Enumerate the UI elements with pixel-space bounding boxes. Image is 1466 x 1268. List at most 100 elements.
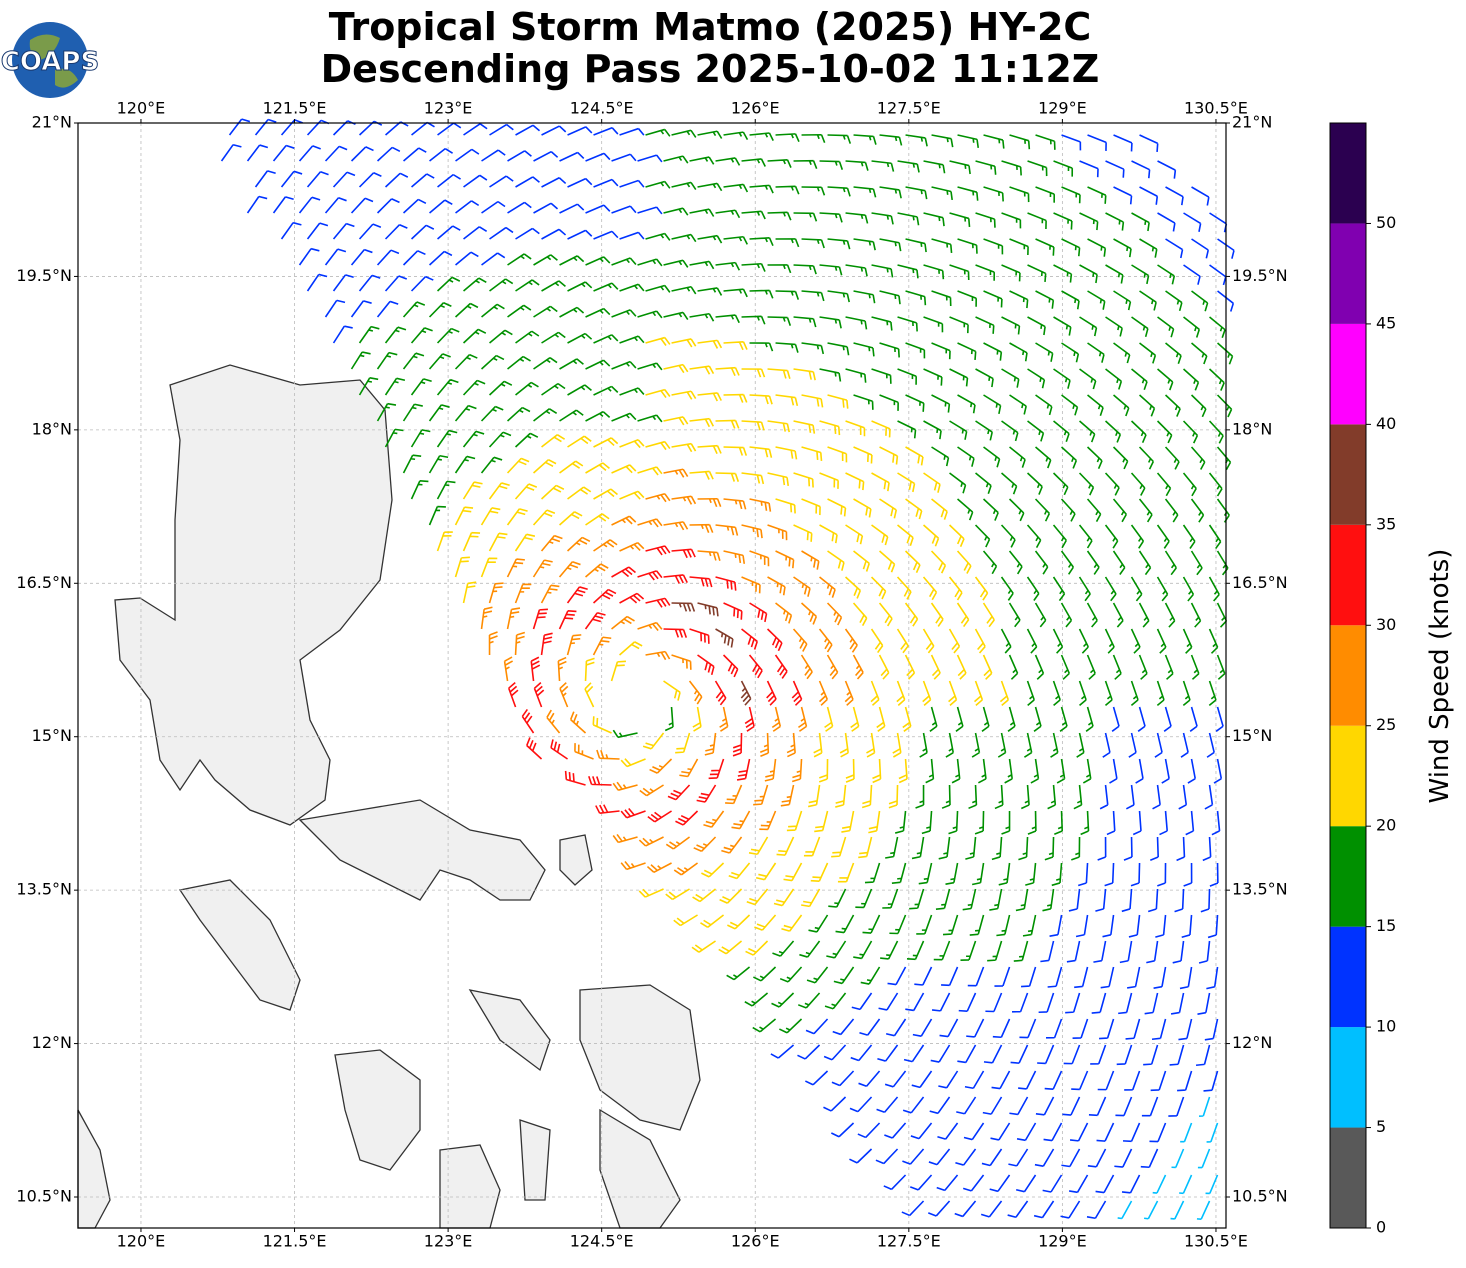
x-tick-label: 130.5°E <box>1184 99 1248 118</box>
wind-barb <box>987 940 1003 962</box>
wind-barb <box>792 628 808 652</box>
wind-barb <box>1050 732 1059 758</box>
colorbar-tick-label: 15 <box>1376 916 1396 935</box>
x-tick-label: 126°E <box>731 1232 780 1251</box>
wind-barb <box>965 836 977 860</box>
y-tick-label: 10.5°N <box>16 1187 72 1206</box>
bicol <box>298 799 546 901</box>
wind-barb <box>566 536 591 552</box>
wind-barb <box>507 150 532 162</box>
wind-barb <box>1068 888 1081 912</box>
x-tick-label: 127.5°E <box>877 1232 941 1251</box>
wind-barb <box>454 506 474 526</box>
wind-barb <box>506 558 525 578</box>
wind-barb <box>879 498 898 519</box>
wind-barb <box>957 290 977 307</box>
wind-barb <box>455 251 479 266</box>
wind-barb <box>593 437 619 448</box>
wind-barb <box>428 353 451 370</box>
wind-barb <box>1077 862 1089 887</box>
logo-text: COAPS <box>1 47 99 77</box>
wind-barb <box>715 366 740 377</box>
wind-barb <box>1018 836 1029 861</box>
wind-barb <box>749 394 773 405</box>
wind-barb <box>611 257 637 266</box>
wind-barb <box>1053 368 1071 389</box>
wind-barb <box>619 438 645 449</box>
wind-barb <box>1053 212 1073 230</box>
wind-barb <box>1053 420 1070 443</box>
wind-barb <box>852 654 864 680</box>
wind-barb <box>462 531 481 552</box>
wind-barb <box>779 1018 803 1034</box>
wind-barb <box>1154 732 1163 758</box>
wind-barb <box>884 1070 907 1088</box>
wind-barb <box>480 557 498 578</box>
wind-barb <box>938 1070 959 1089</box>
wind-barb <box>358 223 382 240</box>
wind-barb <box>990 1122 1011 1141</box>
wind-barb <box>620 758 646 768</box>
wind-barb <box>384 326 407 344</box>
wind-barb <box>1088 1096 1107 1117</box>
wind-barb <box>559 358 584 370</box>
y-tick-label: 16.5°N <box>1232 573 1288 592</box>
wind-barb <box>541 177 567 188</box>
wind-barb <box>948 576 963 601</box>
wind-barb <box>1105 368 1123 390</box>
wind-barb <box>956 550 972 574</box>
wind-barb <box>1022 914 1037 937</box>
wind-barb <box>971 732 981 758</box>
wind-barb <box>1000 628 1012 654</box>
wind-barb <box>1149 1122 1167 1143</box>
wind-barb <box>897 524 914 546</box>
wind-barb <box>1004 758 1013 784</box>
wind-barb <box>593 539 618 552</box>
wind-barb <box>1007 1200 1029 1219</box>
colorbar-segment <box>1330 926 1366 1028</box>
wind-barb <box>933 940 951 961</box>
wind-barb <box>1111 706 1120 732</box>
wind-barb <box>930 550 947 574</box>
wind-barb <box>645 284 671 293</box>
wind-barb <box>1008 602 1021 628</box>
wind-barb <box>1069 1122 1089 1142</box>
colorbar-tick-label: 50 <box>1376 213 1396 232</box>
wind-barb <box>1007 706 1016 732</box>
wind-barb <box>752 1018 777 1033</box>
wind-barb <box>402 198 427 214</box>
wind-barb <box>540 632 553 656</box>
wind-barb <box>923 316 944 333</box>
wind-barb <box>723 235 749 245</box>
x-tick-label: 123°E <box>424 99 473 118</box>
wind-barb <box>593 385 619 396</box>
wind-barb <box>272 196 294 214</box>
wind-barb <box>1202 836 1212 862</box>
wind-barb <box>971 862 985 886</box>
wind-barb <box>664 706 674 732</box>
wind-barb <box>803 836 821 857</box>
wind-barb <box>515 381 539 396</box>
wind-barb <box>974 524 991 548</box>
wind-barb <box>1038 992 1055 1014</box>
wind-barb <box>593 334 619 344</box>
y-tick-label: 19.5°N <box>16 266 72 285</box>
wind-barb <box>1105 316 1123 337</box>
wind-barb <box>663 521 689 531</box>
wind-barb <box>1179 1174 1193 1195</box>
wind-barb <box>1168 1096 1185 1117</box>
wind-barb <box>833 966 855 985</box>
wind-barb <box>871 212 894 225</box>
wind-barb <box>723 550 746 564</box>
wind-barb <box>1139 186 1159 205</box>
wind-barb <box>671 654 692 670</box>
wind-barb <box>1180 732 1189 758</box>
wind-barb <box>726 966 751 981</box>
wind-barb <box>515 124 541 136</box>
wind-barb <box>955 706 964 732</box>
wind-barb <box>748 654 763 679</box>
wind-barb <box>957 446 975 467</box>
wind-barb <box>746 888 769 906</box>
wind-barb <box>1207 914 1219 939</box>
wind-barb <box>879 238 902 252</box>
